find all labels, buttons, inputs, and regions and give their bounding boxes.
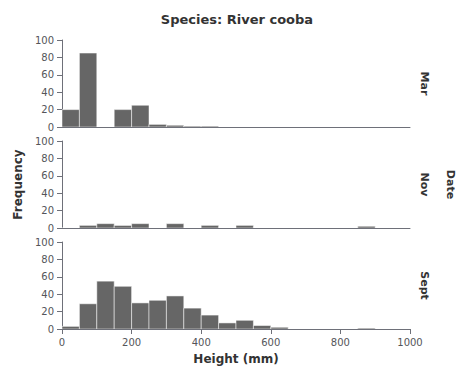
svg-text:60: 60 xyxy=(41,170,54,181)
svg-text:80: 80 xyxy=(41,254,54,265)
svg-text:800: 800 xyxy=(331,337,350,348)
svg-text:Date: Date xyxy=(444,170,457,199)
svg-text:60: 60 xyxy=(41,271,54,282)
svg-text:40: 40 xyxy=(41,289,54,300)
svg-text:Mar: Mar xyxy=(418,72,431,96)
svg-text:Nov: Nov xyxy=(418,173,431,198)
svg-text:400: 400 xyxy=(192,337,211,348)
svg-text:Height (mm): Height (mm) xyxy=(193,352,278,366)
svg-text:100: 100 xyxy=(35,237,54,248)
svg-text:0: 0 xyxy=(48,324,54,335)
svg-text:40: 40 xyxy=(41,87,54,98)
svg-text:100: 100 xyxy=(35,136,54,147)
svg-text:20: 20 xyxy=(41,205,54,216)
svg-text:Species: River cooba: Species: River cooba xyxy=(161,12,313,27)
svg-text:200: 200 xyxy=(122,337,141,348)
svg-text:100: 100 xyxy=(35,35,54,46)
svg-text:20: 20 xyxy=(41,104,54,115)
svg-text:80: 80 xyxy=(41,153,54,164)
svg-text:80: 80 xyxy=(41,52,54,63)
svg-text:Sept: Sept xyxy=(418,271,431,300)
svg-text:0: 0 xyxy=(59,337,65,348)
svg-text:1000: 1000 xyxy=(397,337,422,348)
svg-text:0: 0 xyxy=(48,223,54,234)
svg-text:60: 60 xyxy=(41,69,54,80)
svg-text:600: 600 xyxy=(261,337,280,348)
svg-text:20: 20 xyxy=(41,306,54,317)
svg-text:40: 40 xyxy=(41,188,54,199)
svg-text:Frequency: Frequency xyxy=(11,149,25,219)
svg-text:0: 0 xyxy=(48,122,54,133)
